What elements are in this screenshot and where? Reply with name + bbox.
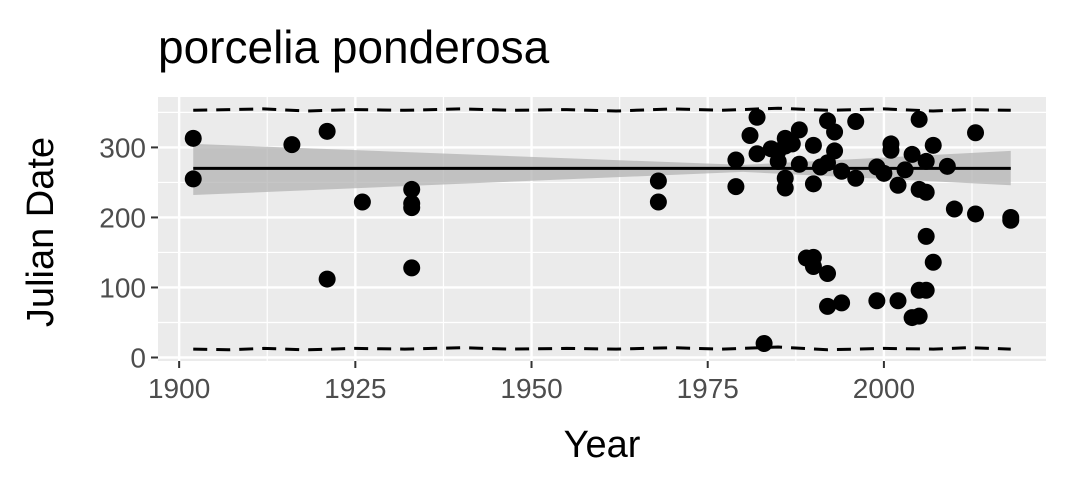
y-tick-label: 300 — [99, 132, 146, 163]
data-point — [819, 264, 837, 282]
data-point — [938, 157, 956, 175]
data-point — [826, 142, 844, 160]
data-point — [790, 155, 808, 173]
data-point — [917, 183, 935, 201]
data-point — [1002, 211, 1020, 229]
data-point — [967, 205, 985, 223]
data-point — [889, 292, 907, 310]
y-axis-title: Julian Date — [20, 137, 62, 327]
data-point — [318, 122, 336, 140]
data-point — [917, 152, 935, 170]
data-point — [910, 307, 928, 325]
data-point — [184, 129, 202, 147]
data-point — [833, 162, 851, 180]
x-tick-label: 1900 — [148, 373, 210, 404]
upper-bound-line — [193, 106, 1011, 113]
x-tick-label: 1975 — [677, 373, 739, 404]
data-point — [318, 270, 336, 288]
x-tick-label: 1950 — [500, 373, 562, 404]
chart-title: porcelia ponderosa — [158, 21, 550, 73]
dashed-bounds — [193, 106, 1011, 352]
data-point — [910, 110, 928, 128]
x-axis-title: Year — [564, 424, 641, 466]
data-point — [748, 108, 766, 126]
data-point — [403, 199, 421, 217]
data-point — [741, 127, 759, 145]
data-point — [882, 141, 900, 159]
data-point — [826, 123, 844, 141]
data-point — [783, 135, 801, 153]
y-tick-label: 200 — [99, 202, 146, 233]
data-point — [353, 193, 371, 211]
data-point — [833, 294, 851, 312]
data-point — [403, 259, 421, 277]
data-point — [649, 172, 667, 190]
data-point — [903, 145, 921, 163]
data-point — [804, 136, 822, 154]
data-point — [283, 136, 301, 154]
data-point — [868, 292, 886, 310]
data-point — [917, 281, 935, 299]
data-point — [924, 253, 942, 271]
data-point — [184, 170, 202, 188]
data-point — [403, 180, 421, 198]
data-point — [945, 200, 963, 218]
data-point — [924, 136, 942, 154]
x-tick-label: 1925 — [324, 373, 386, 404]
data-point — [776, 179, 794, 197]
data-point — [847, 169, 865, 187]
data-point — [804, 257, 822, 275]
data-point — [875, 164, 893, 182]
data-point — [896, 161, 914, 179]
data-point — [790, 121, 808, 139]
data-point — [804, 175, 822, 193]
data-point — [727, 178, 745, 196]
data-point — [967, 124, 985, 142]
data-point — [649, 193, 667, 211]
data-point — [847, 113, 865, 131]
data-point — [727, 151, 745, 169]
data-point — [748, 145, 766, 163]
y-tick-label: 100 — [99, 272, 146, 303]
data-points — [184, 108, 1020, 352]
data-point — [889, 176, 907, 194]
x-tick-label: 2000 — [853, 373, 915, 404]
data-point — [755, 334, 773, 352]
lower-bound-line — [193, 345, 1011, 352]
data-point — [917, 227, 935, 245]
data-point — [819, 297, 837, 315]
axes: 1900 1925 1950 1975 2000 0 100 200 300 — [99, 132, 915, 404]
y-tick-label: 0 — [130, 342, 146, 373]
